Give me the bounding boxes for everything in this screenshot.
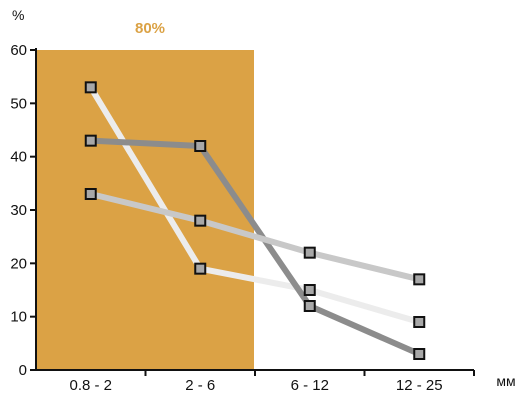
series-2-point	[303, 300, 316, 312]
y-tick-label: 10	[10, 309, 27, 326]
y-tick-label: 40	[10, 149, 27, 166]
series-line-3	[87, 191, 423, 283]
series-3-point	[303, 246, 316, 259]
series-line-2	[87, 137, 423, 357]
series-1-point	[84, 81, 97, 94]
y-tick-label: 60	[10, 42, 27, 59]
series-3-point	[194, 214, 207, 227]
x-axis-unit-label: мм	[496, 373, 515, 389]
series-layer	[84, 81, 426, 360]
series-2-point	[84, 134, 97, 147]
x-tick-label: 2 - 6	[185, 377, 215, 394]
highlight-band-label: 80%	[135, 20, 165, 37]
series-3-point	[413, 273, 426, 286]
x-tick-label: 0.8 - 2	[69, 377, 112, 394]
series-1-point	[413, 316, 426, 328]
y-tick-label: 50	[10, 95, 27, 112]
series-1-point	[194, 262, 207, 275]
y-tick-label: 30	[10, 202, 27, 219]
x-ticks: 0.8 - 2 2 - 6 6 - 12 12 - 25	[69, 370, 475, 394]
y-axis-unit-label: %	[12, 7, 24, 23]
y-tick-label: 0	[19, 362, 27, 379]
series-2-point	[413, 348, 426, 360]
y-tick-label: 20	[10, 255, 27, 272]
x-tick-label: 12 - 25	[396, 377, 443, 394]
y-ticks: 0 10 20 30 40 50 60	[10, 42, 36, 379]
series-1-point	[303, 284, 316, 296]
x-tick-label: 6 - 12	[291, 377, 329, 394]
series-line-1	[87, 84, 423, 325]
series-3-point	[84, 188, 97, 200]
series-2-point	[194, 140, 207, 152]
